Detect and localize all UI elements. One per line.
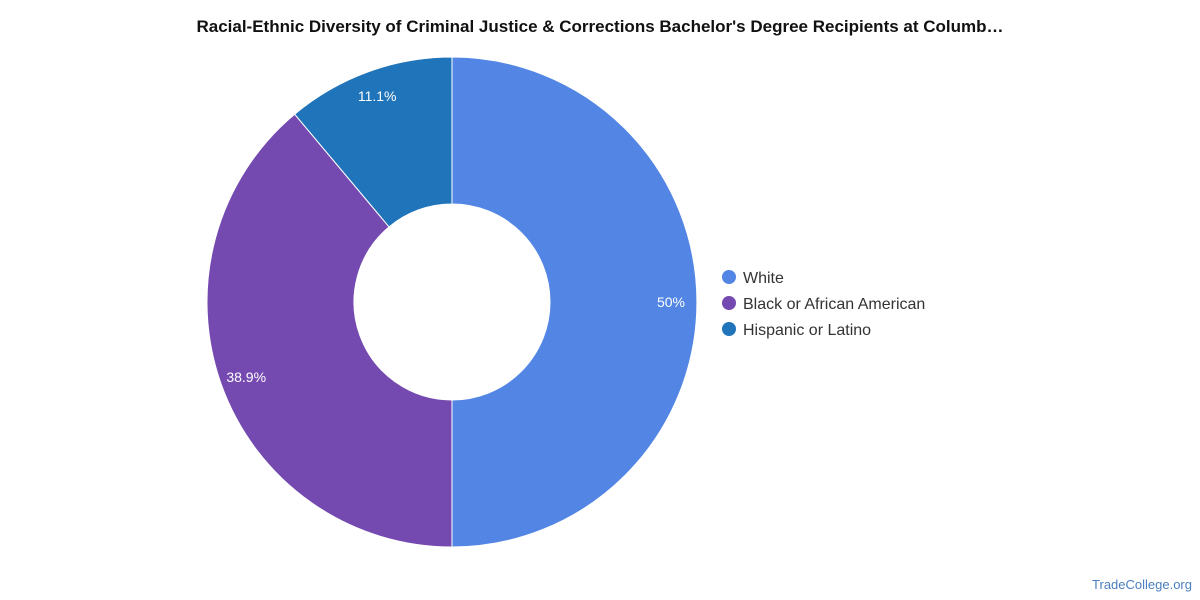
slice-hispanic-or-latino [293, 56, 453, 228]
legend-label-black-or-african-american: Black or African American [743, 296, 925, 313]
slice-labels-group: 50% 38.9% 11.1% [226, 88, 685, 385]
slices-group [206, 56, 698, 548]
legend: White Black or African American Hispanic o… [722, 270, 925, 339]
legend-swatch-black-or-african-american [722, 296, 736, 310]
legend-swatch-white [722, 270, 736, 284]
slice-label-hispanic-or-latino: 11.1% [358, 88, 397, 104]
legend-label-hispanic-or-latino: Hispanic or Latino [743, 322, 871, 339]
watermark: TradeCollege.org [1092, 577, 1192, 592]
legend-label-white: White [743, 270, 784, 287]
chart-title: Racial-Ethnic Diversity of Criminal Just… [196, 17, 1004, 36]
slice-label-white: 50% [657, 294, 685, 310]
slice-white [451, 56, 698, 548]
slice-label-black-or-african-american: 38.9% [226, 369, 266, 385]
legend-swatch-hispanic-or-latino [722, 322, 736, 336]
slice-black-or-african-american [206, 113, 453, 548]
